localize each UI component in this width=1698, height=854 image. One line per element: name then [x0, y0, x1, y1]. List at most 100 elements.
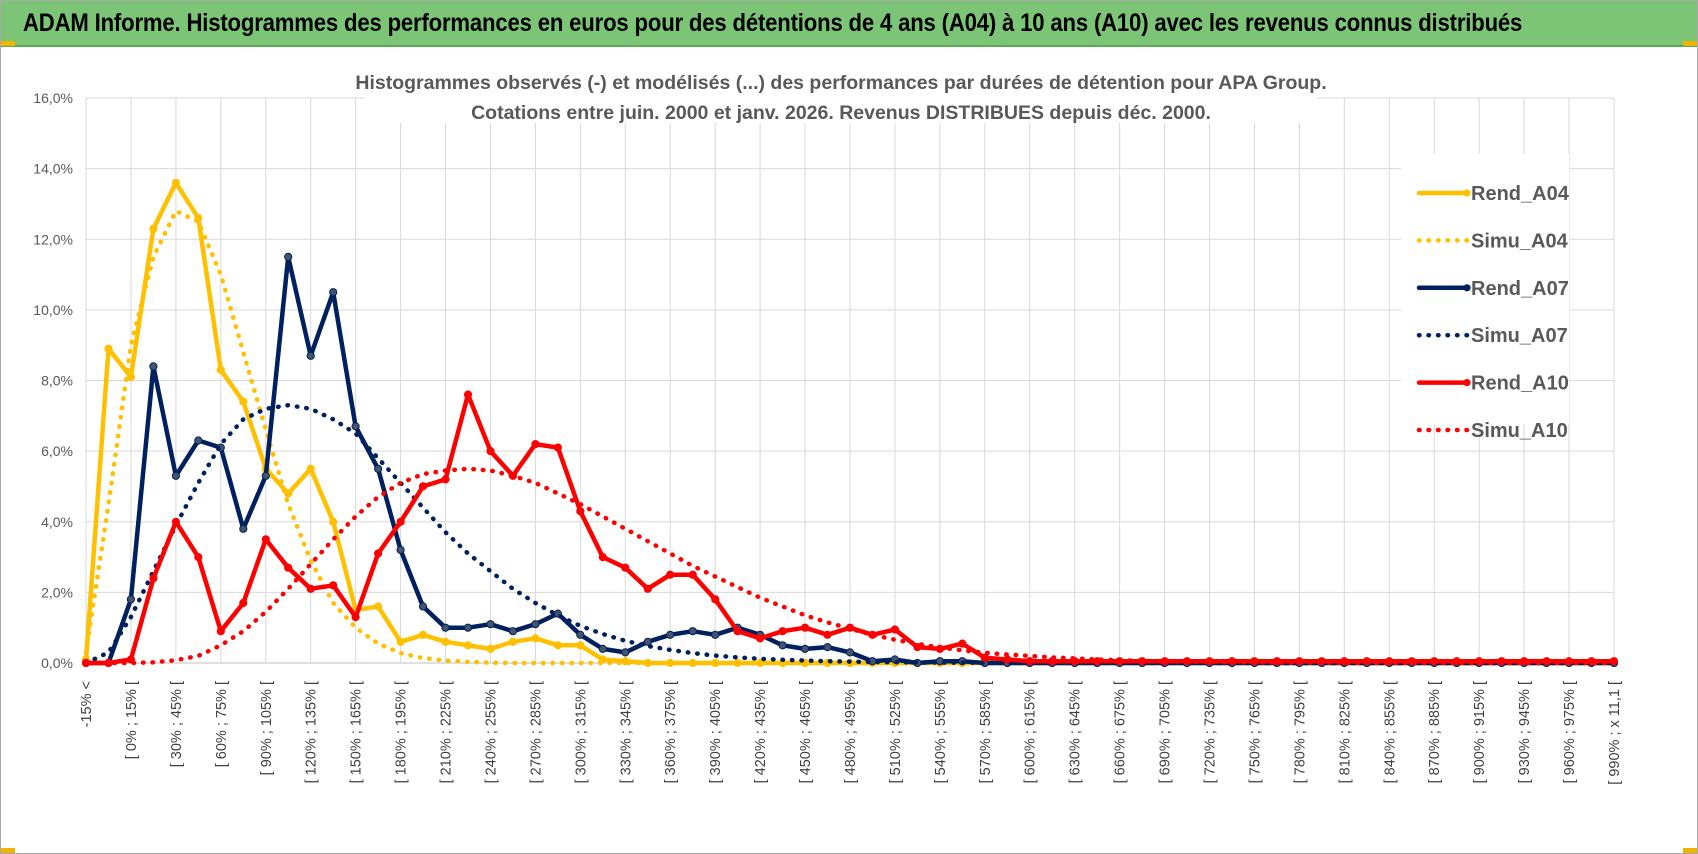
data-point	[351, 613, 360, 622]
x-tick-label: [ 720% ; 735% [	[1203, 681, 1219, 783]
x-tick-label: [ 390% ; 405% [	[708, 681, 724, 783]
legend-item-simu-a10: Simu_A10	[1416, 420, 1568, 442]
x-tick-label: [ 900% ; 915% [	[1472, 681, 1488, 783]
data-point	[486, 620, 495, 629]
data-point	[553, 641, 563, 650]
x-tick-label: [ 300% ; 315% [	[573, 681, 589, 783]
chart-title-background	[365, 63, 1317, 123]
data-point	[463, 390, 473, 399]
x-tick-label: [ 420% ; 435% [	[753, 681, 769, 783]
data-point	[261, 471, 270, 480]
data-point	[126, 595, 135, 604]
data-point	[329, 517, 338, 526]
data-point	[778, 627, 787, 636]
data-point	[171, 178, 180, 187]
data-point	[396, 517, 405, 526]
data-point	[823, 630, 832, 639]
data-point	[239, 598, 248, 608]
data-point	[329, 288, 338, 297]
chart-title-group: Histogrammes observés (-) et modélisés (…	[355, 63, 1327, 124]
y-tick-label: 14,0%	[33, 161, 73, 177]
data-point	[463, 641, 473, 650]
data-point	[306, 464, 315, 473]
data-point	[576, 507, 585, 516]
x-tick-label: [ 180% ; 195% [	[394, 681, 410, 783]
data-point	[621, 563, 630, 572]
data-point	[284, 563, 293, 572]
x-tick-label: [ 780% ; 795% [	[1292, 681, 1308, 783]
data-point	[531, 620, 540, 629]
x-tick-label: [ 60% ; 75% [	[214, 681, 230, 767]
y-tick-label: 0,0%	[41, 655, 73, 671]
x-tick-label: [ 840% ; 855% [	[1382, 681, 1398, 783]
series-simu-a07	[83, 402, 1617, 666]
y-tick-label: 8,0%	[41, 373, 73, 389]
data-point	[418, 602, 428, 611]
header-banner: ADAM Informe. Histogrammes des performan…	[1, 1, 1697, 47]
data-point	[418, 630, 428, 639]
y-tick-label: 12,0%	[33, 231, 73, 247]
x-tick-label: [ 600% ; 615% [	[1023, 681, 1039, 783]
series-layer	[81, 178, 1619, 668]
histogram-chart: Histogrammes observés (-) et modélisés (…	[33, 63, 1623, 785]
x-tick-label: [ 510% ; 525% [	[888, 681, 904, 783]
x-tick-label: [ 540% ; 555% [	[933, 681, 949, 783]
series-line	[83, 466, 1617, 666]
data-point	[576, 630, 585, 639]
legend-item-rend-a07: Rend_A07	[1416, 278, 1569, 300]
legend-label: Simu_A07	[1471, 325, 1568, 347]
x-tick-label: [ 30% ; 45% [	[169, 681, 185, 767]
y-tick-label: 6,0%	[41, 443, 73, 459]
x-tick-label: [ 150% ; 165% [	[349, 681, 365, 783]
x-tick-label: [ 810% ; 825% [	[1337, 681, 1353, 783]
data-point	[1003, 655, 1012, 664]
data-point	[643, 584, 652, 593]
y-axis: 0,0% 2,0% 4,0% 6,0% 8,0% 10,0% 12,0% 14,0% 16,0%	[33, 90, 73, 671]
data-point	[508, 627, 517, 636]
data-point	[463, 623, 473, 632]
data-point	[149, 362, 158, 371]
data-point	[306, 584, 315, 593]
legend-item-rend-a04: Rend_A04	[1416, 183, 1570, 205]
plot-grid	[85, 97, 1615, 664]
data-point	[643, 637, 652, 646]
y-tick-label: 10,0%	[33, 302, 73, 318]
data-point	[171, 471, 180, 480]
data-point	[149, 224, 158, 233]
data-point	[126, 372, 135, 382]
data-point	[733, 627, 742, 636]
x-tick-label: [ 0% ; 15% [	[124, 681, 140, 759]
x-tick-label: [ 690% ; 705% [	[1158, 681, 1174, 783]
data-point	[306, 351, 315, 360]
legend-marker	[1463, 189, 1471, 197]
legend-item-rend-a10: Rend_A10	[1416, 373, 1569, 395]
x-tick-label: [ 870% ; 885% [	[1427, 681, 1443, 783]
x-tick-label: [ 480% ; 495% [	[843, 681, 859, 783]
data-point	[711, 630, 720, 639]
data-point	[261, 535, 270, 544]
data-point	[980, 653, 989, 662]
x-tick-label: [ 750% ; 765% [	[1247, 681, 1263, 783]
x-tick-label: [ 120% ; 135% [	[304, 681, 320, 783]
x-tick-label: [ 360% ; 375% [	[663, 681, 679, 783]
data-point	[621, 648, 630, 657]
data-point	[823, 643, 832, 652]
data-point	[531, 440, 540, 449]
data-point	[666, 570, 675, 579]
data-point	[666, 630, 675, 639]
data-point	[800, 644, 810, 654]
legend-label: Rend_A10	[1471, 373, 1569, 395]
x-tick-label: [ 930% ; 945% [	[1517, 681, 1533, 783]
legend-marker	[1463, 284, 1471, 292]
legend-item-simu-a04: Simu_A04	[1416, 230, 1569, 252]
data-point	[958, 639, 967, 648]
x-tick-label: [ 450% ; 465% [	[798, 681, 814, 783]
legend-label: Simu_A04	[1471, 230, 1569, 252]
data-point	[711, 595, 720, 604]
data-point	[149, 574, 158, 583]
data-point	[845, 648, 855, 657]
data-point	[171, 517, 180, 526]
x-tick-label: [ 990% ; x 11,1 [	[1607, 681, 1623, 785]
legend-label: Rend_A07	[1471, 278, 1569, 300]
x-tick-label: [ 210% ; 225% [	[439, 681, 455, 783]
